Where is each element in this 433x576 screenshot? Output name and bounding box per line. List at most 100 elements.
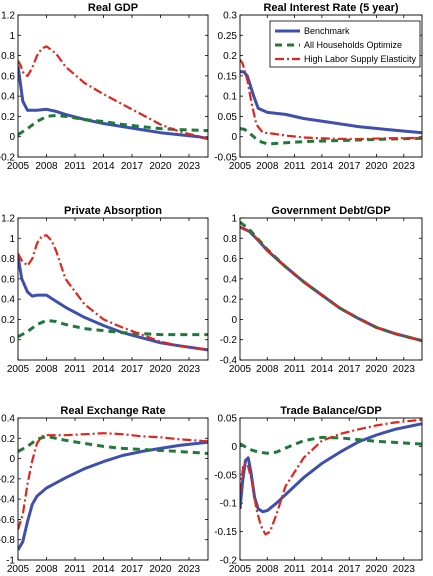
y-tick-label: 0 [231,442,237,453]
series-group [18,45,208,141]
y-tick-label: -0.6 [0,515,15,526]
series-line-optimize [18,113,208,136]
x-tick-label: 2011 [64,364,86,375]
y-tick-label: -0.05 [214,470,237,481]
y-tick-label: 1 [231,214,237,225]
series-line-elastic [240,418,422,536]
chart-panel-2: Real Interest Rate (5 year) 2005 2008 2011 2… [214,2,423,172]
chart-panel-1: Real GDP 2005 2008 2011 2014 2017 2020 2023 -0.2… [0,2,209,172]
x-tick-label: 2008 [35,161,58,172]
y-tick-label: 0 [231,132,237,143]
series-line-optimize [18,434,208,455]
x-tick-label: 2005 [7,161,30,172]
series-group [18,432,208,551]
y-tick-label: 0.15 [218,71,238,82]
x-tick-label: 2017 [338,564,361,575]
x-tick-label: 2023 [178,161,201,172]
legend: Benchmark All Households Optimize High Lab… [269,20,421,68]
y-tick-label: 0.6 [1,71,15,82]
plot-frame [17,14,209,158]
x-tick-label: 2023 [178,564,201,575]
series-group [240,220,422,343]
x-tick-label: 2017 [121,161,144,172]
series-line-benchmark [18,256,208,352]
x-tick-label: 2011 [64,564,86,575]
x-tick-label: 2023 [393,161,416,172]
y-tick-label: 0.6 [1,274,15,285]
chart-title: Real Exchange Rate [60,405,165,417]
y-tick-label: 0.2 [1,315,15,326]
y-tick-label: 0.2 [223,295,237,306]
y-tick-label: 0.2 [223,51,237,62]
y-tick-label: 0 [9,335,15,346]
x-tick-label: 2020 [149,364,172,375]
plot-frame [239,217,423,361]
series-line-optimize [18,318,208,339]
x-tick-label: 2008 [35,364,58,375]
y-tick-label: 0.05 [218,414,238,425]
y-tick-label: 1.2 [1,214,15,225]
chart-panel-3: Private Absorption 2005 2008 2011 2014 2017 20… [1,205,209,375]
y-tick-label: 0.25 [218,31,238,42]
y-tick-label: 1.2 [1,11,15,22]
chart-panel-6: Trade Balance/GDP 2005 2008 2011 2014 2017 202… [214,405,423,575]
legend-label: All Households Optimize [304,40,402,50]
x-tick-label: 2020 [365,161,388,172]
chart-title: Private Absorption [64,205,162,217]
x-tick-label: 2014 [311,161,334,172]
chart-panel-4: Government Debt/GDP 2005 2008 2011 2014 2017 2… [220,205,423,375]
y-tick-label: -0.2 [220,556,238,567]
chart-panels: Real GDP 2005 2008 2011 2014 2017 2020 2023 -0.2… [0,2,423,575]
x-tick-label: 2017 [338,364,361,375]
x-tick-label: 2005 [7,564,30,575]
x-tick-label: 2014 [92,564,115,575]
x-tick-label: 2008 [256,161,279,172]
series-group [18,234,208,352]
x-tick-label: 2005 [229,564,252,575]
y-tick-label: 0 [9,454,15,465]
y-tick-label: -0.05 [214,153,237,164]
plot-frame [239,417,423,561]
y-tick-label: 0.4 [1,92,15,103]
x-tick-label: 2008 [256,564,279,575]
series-line-elastic [18,234,208,351]
series-line-benchmark [18,440,208,551]
x-tick-label: 2017 [338,161,361,172]
y-tick-label: -0.4 [220,356,238,367]
y-tick-label: -1 [6,556,15,567]
y-tick-label: 0.6 [223,254,237,265]
series-line-optimize [240,127,422,146]
x-tick-label: 2020 [365,564,388,575]
y-tick-label: 0.8 [1,254,15,265]
y-tick-label: 1 [9,31,15,42]
y-tick-label: 0.1 [223,92,237,103]
y-tick-label: -0.8 [0,535,15,546]
y-tick-label: 1 [9,234,15,245]
y-tick-label: 0.2 [1,434,15,445]
x-tick-label: 2020 [365,364,388,375]
series-group [240,418,422,536]
chart-title: Trade Balance/GDP [280,405,382,417]
series-line-elastic [18,432,208,530]
x-tick-label: 2017 [121,564,144,575]
x-tick-label: 2005 [229,364,252,375]
series-line-elastic [240,58,422,141]
y-tick-label: 0.4 [223,274,237,285]
x-tick-label: 2023 [393,564,416,575]
plot-frame [17,417,209,561]
y-tick-label: 0.2 [1,112,15,123]
plot-frame [17,217,209,361]
x-tick-label: 2005 [7,364,30,375]
x-tick-label: 2011 [64,161,86,172]
y-tick-label: 0.4 [1,295,15,306]
y-tick-label: -0.2 [220,335,238,346]
series-line-elastic [240,226,422,342]
x-tick-label: 2008 [35,564,58,575]
y-tick-label: 0 [231,315,237,326]
y-tick-label: 0.05 [218,112,238,123]
chart-title: Government Debt/GDP [271,205,390,217]
chart-title: Real Interest Rate (5 year) [263,2,398,14]
legend-label: Benchmark [304,26,350,36]
